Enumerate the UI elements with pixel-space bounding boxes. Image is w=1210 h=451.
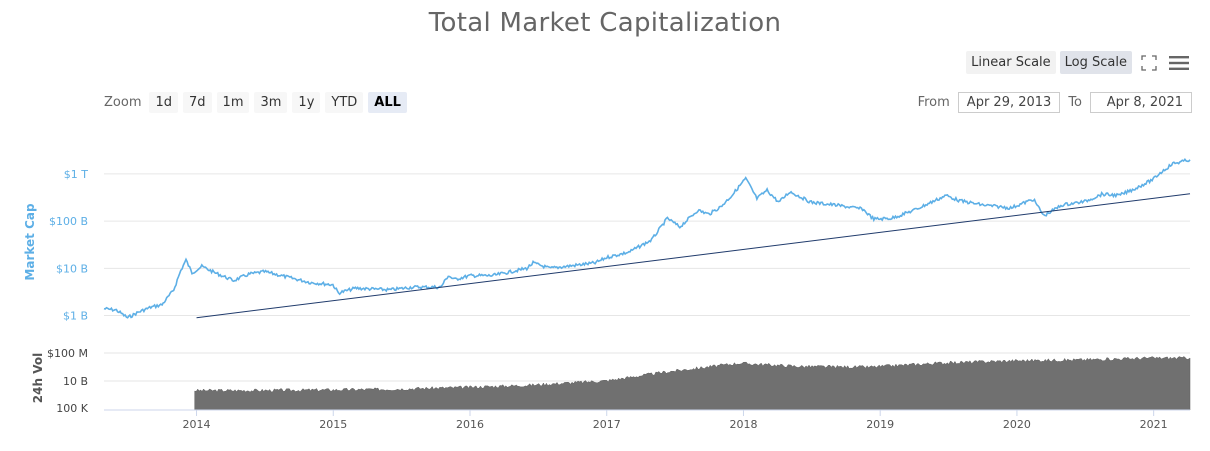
x-tick-label: 2014 <box>183 418 211 431</box>
y-tick-label: $1 B <box>63 310 88 323</box>
x-tick-label: 2016 <box>456 418 484 431</box>
linear-scale-button[interactable]: Linear Scale <box>966 51 1056 74</box>
from-label: From <box>917 95 950 110</box>
to-date-input[interactable]: Apr 8, 2021 <box>1090 92 1192 113</box>
zoom-1m-button[interactable]: 1m <box>216 92 250 113</box>
zoom-bar: Zoom 1d 7d 1m 3m 1y YTD ALL <box>104 92 407 113</box>
from-date-input[interactable]: Apr 29, 2013 <box>957 92 1061 113</box>
x-tick-label: 2017 <box>593 418 621 431</box>
x-tick-label: 2019 <box>866 418 894 431</box>
x-tick-label: 2021 <box>1140 418 1168 431</box>
zoom-1d-button[interactable]: 1d <box>149 92 179 113</box>
market-cap-line <box>103 157 1191 319</box>
zoom-label: Zoom <box>104 95 142 110</box>
trend-line <box>196 193 1191 319</box>
date-range: From Apr 29, 2013 To Apr 8, 2021 <box>910 92 1192 113</box>
fullscreen-icon[interactable] <box>1136 52 1162 74</box>
y-axis-label: Market Cap <box>23 203 37 281</box>
zoom-all-button[interactable]: ALL <box>368 92 407 113</box>
volume-tick-label: $100 M <box>47 347 88 360</box>
volume-tick-label: 100 K <box>56 402 88 415</box>
zoom-ytd-button[interactable]: YTD <box>325 92 364 113</box>
x-tick-label: 2018 <box>729 418 757 431</box>
zoom-7d-button[interactable]: 7d <box>183 92 212 113</box>
volume-tick-label: 10 B <box>63 375 88 388</box>
volume-area <box>194 356 1191 411</box>
y-tick-label: $10 B <box>56 262 88 275</box>
zoom-3m-button[interactable]: 3m <box>254 92 288 113</box>
chart-title: Total Market Capitalization <box>428 8 782 38</box>
scale-toolbar: Linear Scale Log Scale <box>966 51 1192 74</box>
y-tick-label: $1 T <box>64 168 88 181</box>
volume-axis-label: 24h Vol <box>31 353 45 403</box>
volume-series <box>194 356 1191 411</box>
menu-icon[interactable] <box>1166 52 1192 74</box>
x-tick-label: 2015 <box>319 418 347 431</box>
y-tick-label: $100 B <box>49 215 88 228</box>
to-label: To <box>1068 95 1082 110</box>
x-tick-label: 2020 <box>1003 418 1031 431</box>
market-cap-area <box>103 157 1191 319</box>
log-scale-button[interactable]: Log Scale <box>1059 51 1132 74</box>
axes: $1 B $10 B $100 B $1 T Market Cap 100 K 10 B $1… <box>23 168 1190 431</box>
grid-lines <box>104 173 1190 382</box>
zoom-1y-button[interactable]: 1y <box>292 92 321 113</box>
